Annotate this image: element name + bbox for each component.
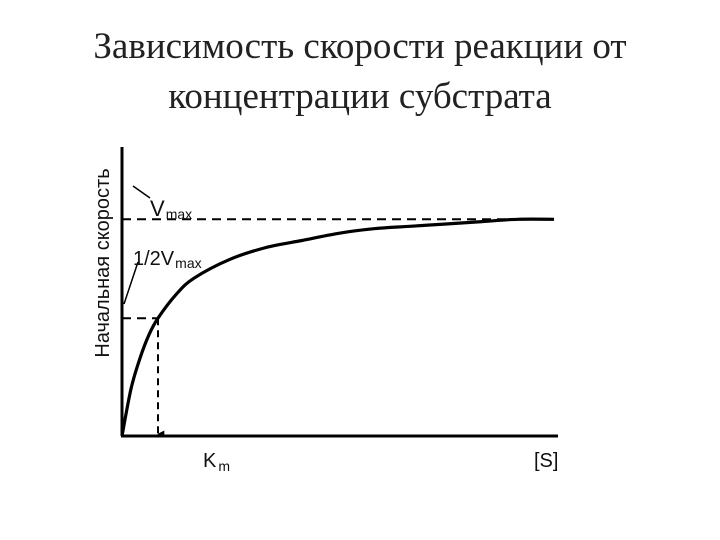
km-label-sub: m — [218, 458, 230, 474]
slide-title-line1: Зависимость скорости реакции от — [93, 26, 627, 67]
slide-title: Зависимость скорости реакции от концентр… — [0, 22, 720, 122]
vmax-label-sub: max — [166, 206, 192, 222]
half-vmax-label-main: 1/2V — [133, 248, 175, 270]
y-axis-label: Начальная скорость — [92, 168, 114, 357]
rate-curve — [120, 217, 555, 437]
vmax-label-main: V — [150, 196, 165, 221]
x-axis-label: [S] — [534, 450, 558, 472]
vmax-leader-line — [132, 185, 151, 199]
km-label-main: K — [203, 450, 217, 472]
half-vmax-leader-line — [123, 261, 139, 305]
vmax-label: Vmax — [150, 196, 192, 222]
half-vmax-label: 1/2Vmax — [133, 248, 202, 271]
half-vmax-label-sub: max — [175, 255, 201, 271]
slide-title-line2: концентрации субстрата — [168, 76, 552, 117]
